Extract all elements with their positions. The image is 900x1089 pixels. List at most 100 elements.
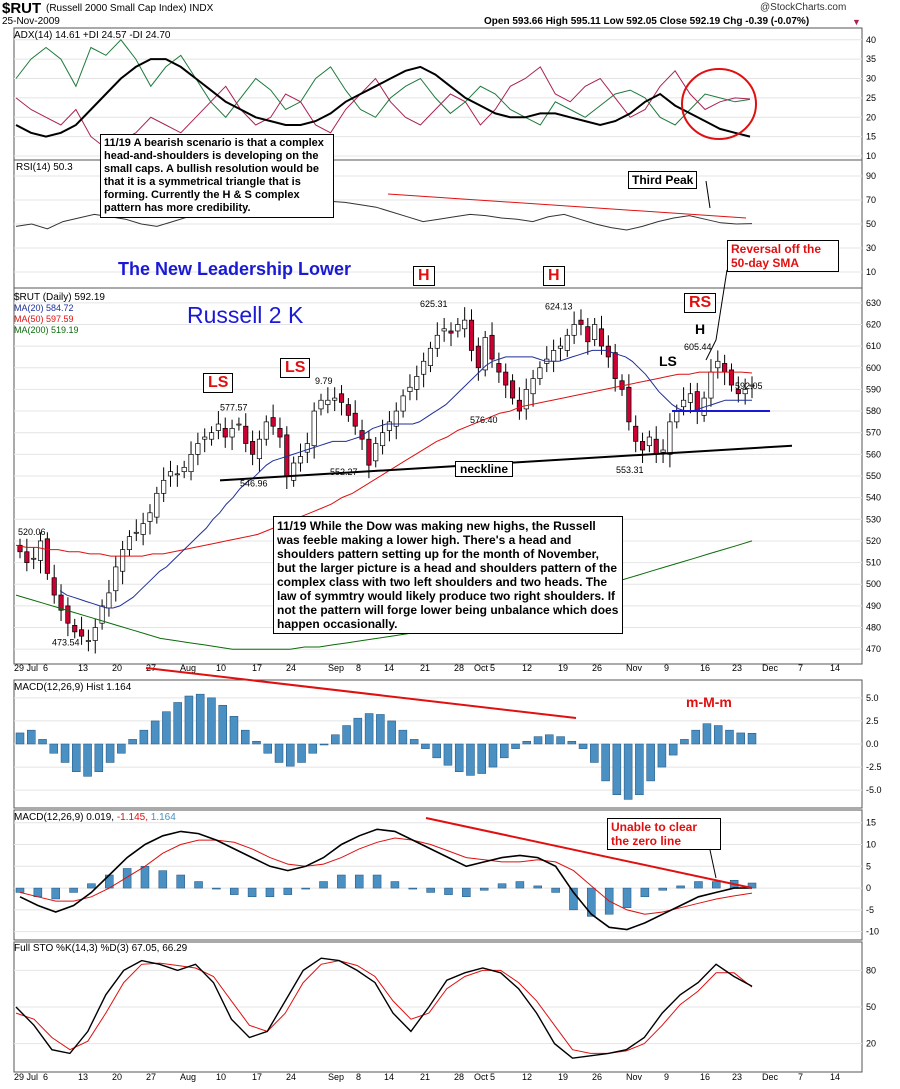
x-tick-1-4: 27 (146, 1072, 156, 1082)
price-label-4: 9.79 (315, 376, 333, 386)
y-tick-adx-1: 35 (866, 54, 876, 64)
y-tick-price-2: 610 (866, 341, 881, 351)
candle-up (215, 423, 221, 431)
x-tick-0-8: 24 (286, 663, 296, 673)
candle-up (742, 389, 748, 395)
candle-up (133, 531, 139, 534)
price-legend: $RUT (Daily) 592.19 MA(20) 584.72 MA(50)… (14, 292, 105, 336)
macd-panel-hist-bar (158, 870, 168, 889)
candle-up (92, 627, 98, 641)
macd-hist-bar (511, 743, 520, 749)
candle-down (58, 594, 64, 611)
y-tick-hist-3: -2.5 (866, 762, 882, 772)
rsi-trendline (387, 193, 747, 219)
macd-panel-hist-bar (694, 881, 703, 889)
macd-hist-bar (105, 743, 115, 763)
macd-panel-hist-bar (69, 887, 78, 893)
candle-up (99, 605, 105, 624)
candle-up (646, 436, 652, 447)
candle-up (393, 410, 399, 427)
candle-down (503, 371, 509, 386)
macd-hist-bar (387, 720, 396, 745)
ohlc-change-arrow: ▼ (852, 17, 861, 27)
macd-legend-prefix: MACD(12,26,9) 0.019, (14, 812, 115, 823)
candle-up (380, 432, 386, 447)
macd-panel-hist-bar (426, 887, 435, 893)
price-label-3: 546.96 (240, 479, 268, 489)
x-tick-0-2: 13 (78, 663, 88, 673)
candle-up (462, 319, 468, 330)
bearish-scenario-note: 11/19 A bearish scenario is that a compl… (100, 134, 334, 218)
x-tick-0-23: Dec (762, 663, 779, 673)
y-tick-price-3: 600 (866, 363, 881, 373)
x-tick-0-21: 16 (700, 663, 710, 673)
x-tick-1-7: 17 (252, 1072, 262, 1082)
candle-down (79, 629, 85, 637)
third-peak-pointer (705, 180, 711, 209)
macd-hist-bar (297, 743, 306, 763)
macd-hist-bar (353, 717, 363, 745)
candle-down (598, 328, 605, 347)
macd-hist-bar (466, 743, 475, 776)
copyright[interactable]: @StockCharts.com (760, 2, 847, 13)
macd-panel-hist-bar (408, 887, 418, 890)
blue-title: The New Leadership Lower (118, 259, 352, 279)
macd-hist-bar (612, 743, 622, 796)
candle-up (181, 466, 187, 473)
macd-hist-bar (94, 743, 104, 772)
price-label-7: 576.40 (470, 415, 498, 425)
candle-up (325, 399, 331, 405)
x-tick-0-12: 21 (420, 663, 430, 673)
macd-hist-bar (207, 697, 216, 745)
macd-hist-bar (601, 743, 610, 782)
macd-hist-bar (454, 743, 464, 772)
y-tick-price-7: 560 (866, 449, 881, 459)
x-tick-0-11: 14 (384, 663, 394, 673)
x-tick-1-21: 16 (700, 1072, 710, 1082)
candle-up (304, 443, 310, 453)
macd-panel-hist-bar (319, 881, 328, 889)
y-tick-price-15: 480 (866, 623, 881, 633)
x-tick-0-0: 29 Jul (14, 663, 38, 673)
macd-panel-hist-bar (640, 887, 650, 898)
y-tick-price-14: 490 (866, 601, 881, 611)
candle-up (674, 410, 680, 423)
x-tick-0-1: 6 (43, 663, 48, 673)
y-tick-sto-2: 20 (866, 1039, 876, 1049)
y-tick-price-4: 590 (866, 384, 881, 394)
grid-lines (14, 39, 862, 1045)
candle-down (250, 441, 256, 455)
x-tick-1-18: 26 (592, 1072, 602, 1082)
macd-panel-hist-bar (87, 883, 96, 889)
adx-line (15, 58, 751, 138)
candle-down (653, 438, 659, 455)
x-tick-1-17: 19 (558, 1072, 568, 1082)
symbol-name: (Russell 2000 Small Cap Index) (46, 3, 187, 14)
macd-panel-hist-bar (265, 887, 275, 898)
macd-hist-bar (421, 743, 430, 749)
candle-up (202, 436, 208, 440)
macd-hist-bar (128, 739, 137, 745)
neckline-label: neckline (455, 461, 514, 477)
y-tick-price-11: 520 (866, 536, 881, 546)
y-tick-macd-2: 5 (866, 861, 871, 871)
y-tick-macd-5: -10 (866, 927, 879, 937)
macd-hist-bar (218, 704, 227, 745)
macd-hist-bar (240, 729, 250, 745)
macd-panel-hist-bar (301, 887, 310, 890)
sto-k-line (15, 957, 753, 1059)
macd-panel-hist-bar (122, 868, 132, 889)
macd-hist-bar (308, 743, 318, 754)
candle-up (373, 443, 379, 462)
small-h-label: H (695, 321, 706, 337)
y-tick-sto-1: 50 (866, 1002, 876, 1012)
macd-hist-bar (162, 711, 171, 745)
macd-hist-bar (195, 693, 205, 745)
macd-hist-bar (522, 740, 532, 745)
macd-hist-bar (83, 743, 92, 777)
ma200-line (15, 540, 753, 650)
candle-up (291, 462, 297, 481)
candle-down (475, 345, 481, 369)
macd-panel-hist-bar (569, 887, 578, 911)
